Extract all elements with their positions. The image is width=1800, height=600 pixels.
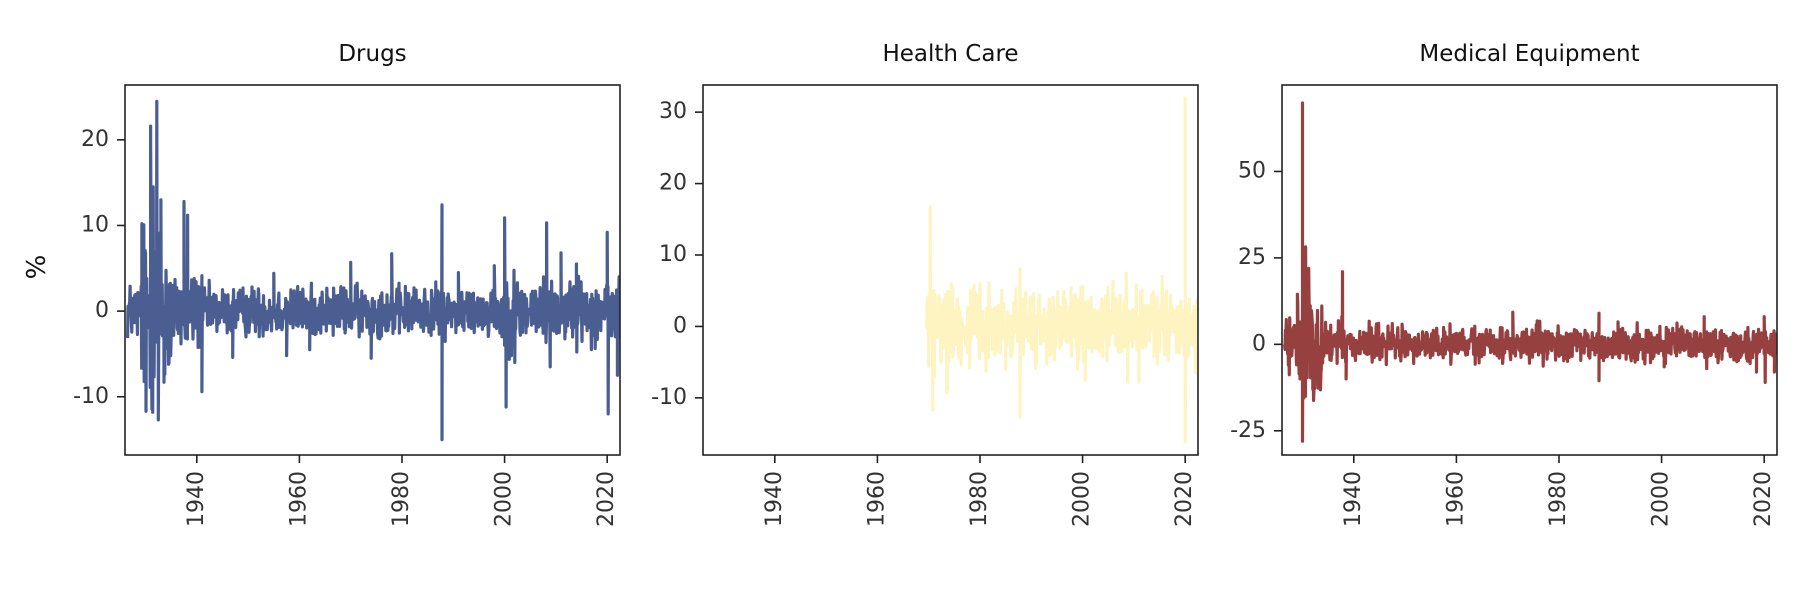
y-tick-label: 0 <box>1252 331 1266 356</box>
panel-title: Medical Equipment <box>1419 41 1639 67</box>
plot-frame <box>702 84 1199 456</box>
panel-drugs: Drugs 20 10 0 -10 1940 1960 1980 2000 2020 <box>73 41 621 527</box>
series-line <box>1283 101 1777 443</box>
series-line <box>924 96 1198 444</box>
series-line <box>126 99 620 442</box>
plot-frame <box>124 84 621 456</box>
x-tick-label: 1960 <box>864 471 889 527</box>
x-tick-label: 1940 <box>184 471 209 527</box>
x-tick-label: 1960 <box>286 471 311 527</box>
x-tick-label: 2000 <box>492 471 517 527</box>
y-tick-label: 10 <box>81 212 109 237</box>
y-tick-label: -10 <box>651 385 687 410</box>
x-tick-label: 2020 <box>1751 471 1776 527</box>
y-tick-label: 50 <box>1238 158 1266 183</box>
y-tick-label: 30 <box>659 99 687 124</box>
y-tick-label: 20 <box>81 127 109 152</box>
panel-title: Drugs <box>338 41 406 67</box>
x-tick-label: 1940 <box>762 471 787 527</box>
panel-health-care: Health Care 30 20 10 0 -10 1940 1960 1980 2000 20… <box>651 41 1199 527</box>
y-tick-label: 25 <box>1238 245 1266 270</box>
x-tick-label: 2020 <box>594 471 619 527</box>
panel-medical-equipment: Medical Equipment 50 25 0 -25 1940 1960 1980 20… <box>1230 41 1778 527</box>
x-tick-label: 2020 <box>1172 471 1197 527</box>
panel-title: Health Care <box>882 41 1018 67</box>
x-tick-label: 1980 <box>1546 471 1571 527</box>
y-tick-label: 20 <box>659 171 687 196</box>
y-tick-label: -25 <box>1230 418 1266 443</box>
y-tick-label: -10 <box>73 384 109 409</box>
y-tick-label: 10 <box>659 242 687 267</box>
x-tick-label: 1980 <box>389 471 414 527</box>
x-tick-label: 2000 <box>1070 471 1095 527</box>
x-tick-label: 1940 <box>1341 471 1366 527</box>
y-axis-label: % <box>22 255 52 280</box>
x-tick-label: 2000 <box>1649 471 1674 527</box>
y-tick-label: 0 <box>673 313 687 338</box>
x-tick-label: 1960 <box>1443 471 1468 527</box>
x-tick-label: 1980 <box>967 471 992 527</box>
y-tick-label: 0 <box>95 298 109 323</box>
plot-frame <box>1281 84 1778 456</box>
